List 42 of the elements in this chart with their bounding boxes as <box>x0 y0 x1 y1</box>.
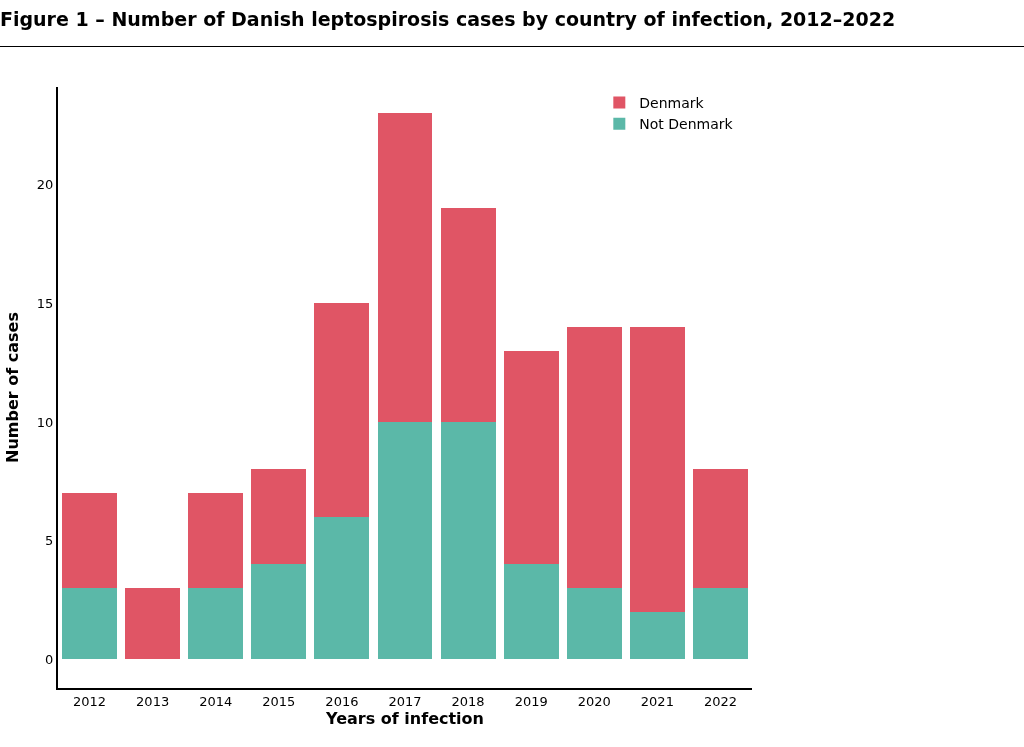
y-tick-label: 20 <box>36 176 54 192</box>
bar <box>188 493 244 589</box>
bar <box>440 421 496 660</box>
bar <box>314 303 370 517</box>
bar <box>377 421 433 660</box>
x-tick-label: 2014 <box>199 693 233 709</box>
bar <box>566 326 622 589</box>
y-tick-label: 5 <box>45 533 54 549</box>
x-tick-label: 2016 <box>325 693 359 709</box>
x-tick-label: 2012 <box>73 693 107 709</box>
bar <box>693 588 748 660</box>
y-tick-label: 10 <box>36 414 54 430</box>
y-tick-label: 0 <box>45 652 54 668</box>
bar <box>629 326 685 612</box>
bar <box>566 588 622 660</box>
bar <box>503 564 559 660</box>
y-tick-label: 15 <box>36 295 54 311</box>
y-axis-title: Number of cases <box>3 312 23 463</box>
x-tick-label: 2021 <box>640 693 674 709</box>
x-tick-label: 2015 <box>262 693 296 709</box>
legend-label: Not Denmark <box>639 116 734 133</box>
bar <box>251 564 307 660</box>
bar <box>62 493 117 589</box>
legend-label: Denmark <box>639 95 705 112</box>
bar <box>503 350 559 565</box>
bar <box>62 588 117 660</box>
bar <box>125 588 181 660</box>
bar <box>377 113 433 422</box>
x-tick-label: 2018 <box>451 693 485 709</box>
chart-title: Figure 1 – Number of Danish leptospirosis cases by country of infection, 2012–2022 <box>0 8 896 30</box>
x-tick-label: 2019 <box>514 693 548 709</box>
bar <box>314 516 370 660</box>
bar <box>440 208 496 422</box>
x-tick-label: 2013 <box>136 693 170 709</box>
bar <box>629 611 685 660</box>
x-tick-label: 2020 <box>577 693 611 709</box>
bar <box>693 469 748 589</box>
x-tick-label: 2022 <box>703 693 737 709</box>
bar <box>188 588 244 660</box>
x-axis-title: Years of infection <box>325 708 484 728</box>
x-tick-label: 2017 <box>388 693 422 709</box>
bar <box>251 469 307 565</box>
